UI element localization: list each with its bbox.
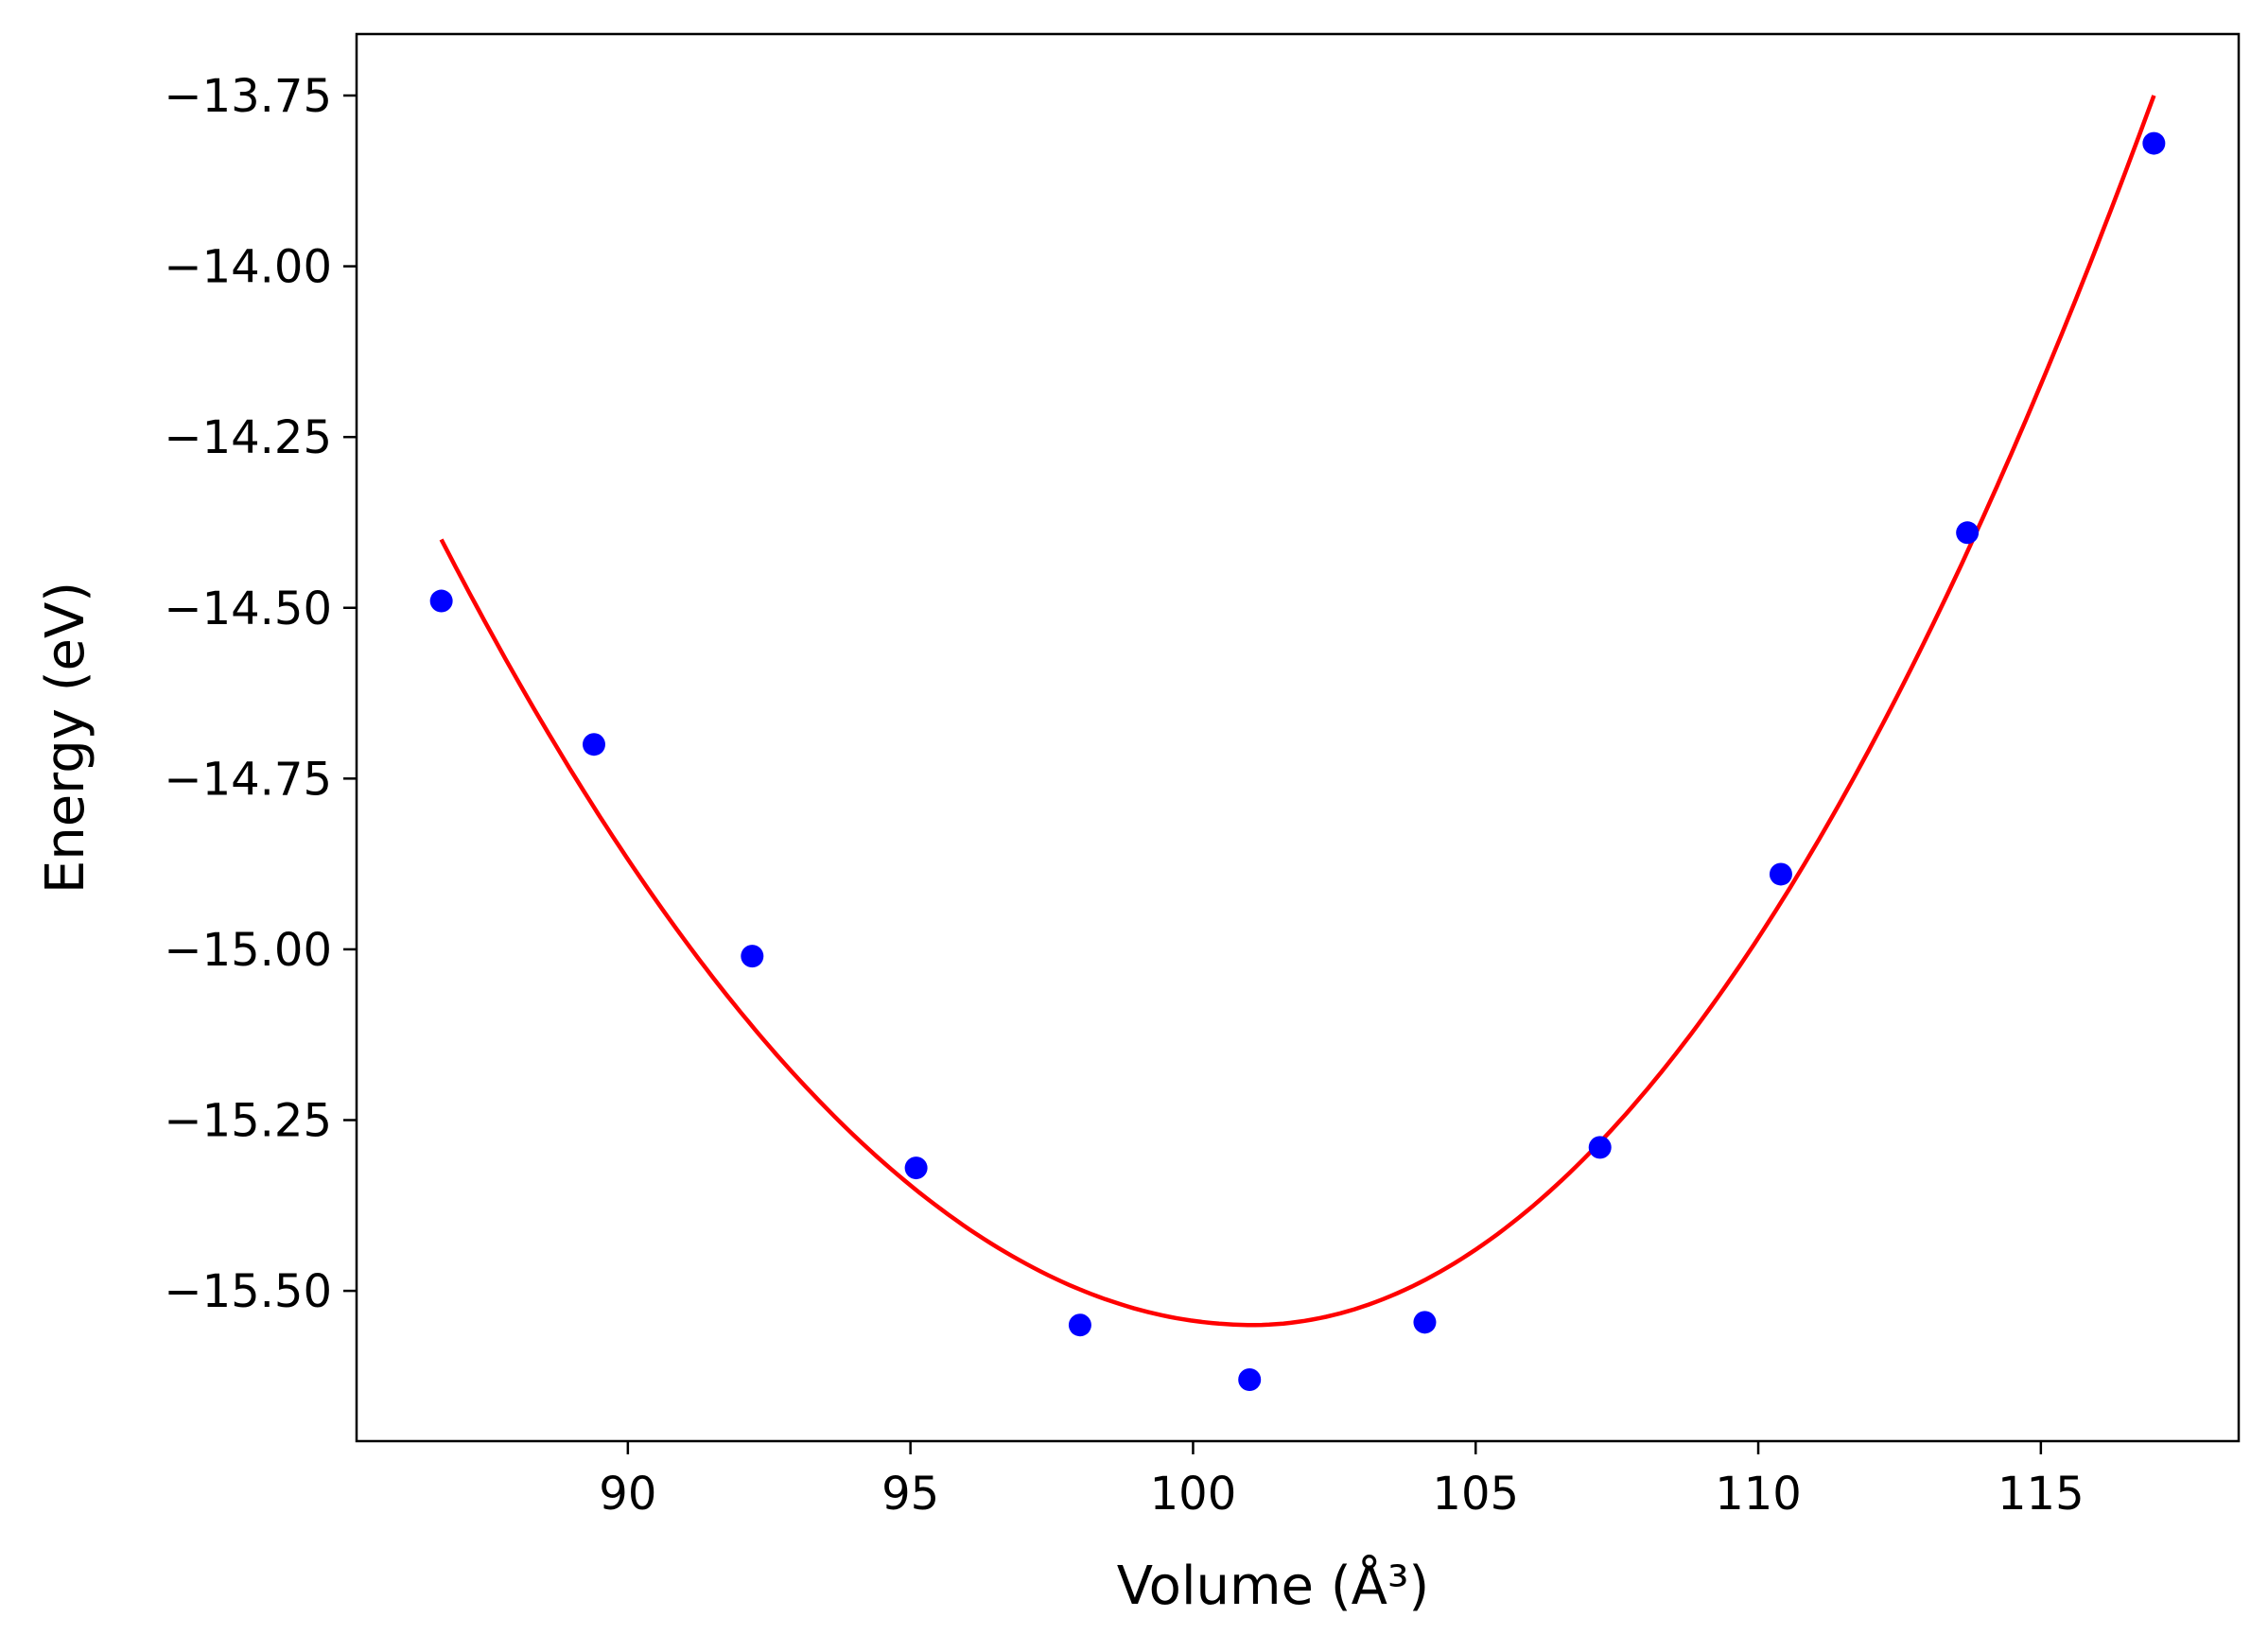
fit-curve <box>439 95 2156 1328</box>
y-tick-label: −14.50 <box>164 583 332 635</box>
y-tick-label: −14.00 <box>164 241 332 294</box>
data-point <box>582 733 605 756</box>
y-tick-label: −14.25 <box>164 411 332 464</box>
y-tick-label: −15.25 <box>164 1095 332 1148</box>
x-tick-label: 90 <box>599 1468 656 1521</box>
data-point <box>1588 1136 1612 1159</box>
x-axis-title: Volume (Å³) <box>1117 1555 1430 1617</box>
data-point <box>1068 1313 1091 1337</box>
y-tick-label: −15.00 <box>164 924 332 977</box>
x-tick-label: 110 <box>1715 1468 1802 1521</box>
y-tick-label: −13.75 <box>164 70 332 123</box>
data-point <box>429 589 453 613</box>
data-point <box>1956 521 1980 545</box>
plot-frame <box>355 32 2241 1443</box>
y-tick-label: −14.75 <box>164 753 332 806</box>
y-axis-title: Energy (eV) <box>35 582 96 894</box>
x-tick-label: 115 <box>1998 1468 2085 1521</box>
data-point <box>1413 1311 1437 1334</box>
y-axis-ticks: −13.75 −14.00 −14.25 −14.50 −14.75 −15.00 −15.… <box>164 70 357 1318</box>
y-tick-label: −15.50 <box>164 1265 332 1318</box>
x-tick-label: 100 <box>1150 1468 1237 1521</box>
data-point <box>2142 131 2166 155</box>
plot-area <box>429 95 2166 1391</box>
data-point <box>741 945 764 968</box>
x-tick-label: 105 <box>1432 1468 1519 1521</box>
data-point <box>904 1156 928 1180</box>
x-axis-ticks: 90 95 100 105 110 115 <box>599 1441 2085 1521</box>
data-point <box>1238 1367 1262 1391</box>
data-point <box>1769 862 1792 886</box>
x-tick-label: 95 <box>881 1468 939 1521</box>
